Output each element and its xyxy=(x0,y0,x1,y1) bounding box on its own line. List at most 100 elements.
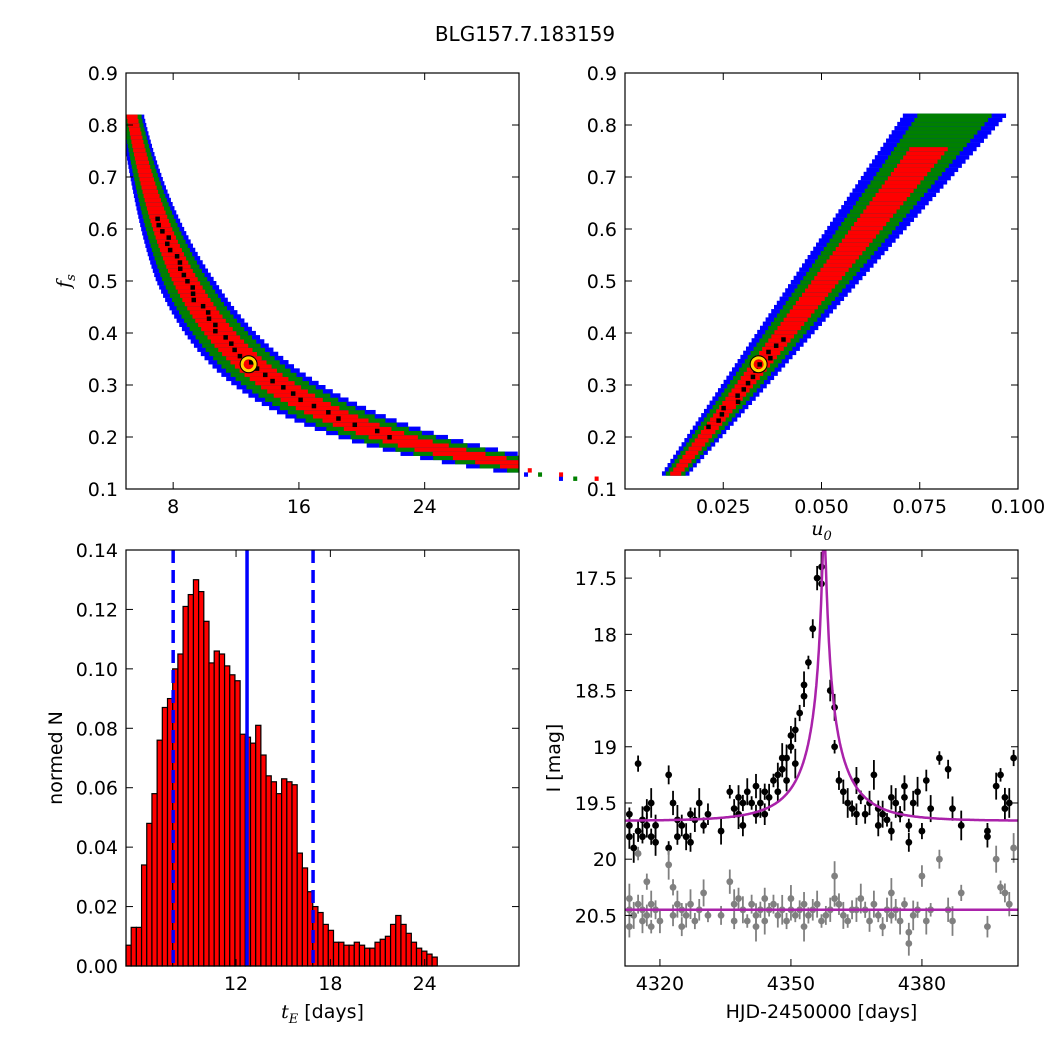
x-axis-label: u0 xyxy=(811,518,832,544)
data-point xyxy=(844,799,852,807)
data-point xyxy=(634,850,642,857)
histogram-bar xyxy=(135,926,143,967)
posterior-cell xyxy=(878,188,914,193)
posterior-cell xyxy=(230,360,267,365)
x-tick-label: 24 xyxy=(413,973,437,995)
x-tick-label: 8 xyxy=(167,496,179,518)
best-sample xyxy=(174,254,180,259)
best-sample xyxy=(719,412,725,417)
posterior-cell xyxy=(820,267,849,272)
data-point xyxy=(909,799,917,807)
fs-vs-u0-panel: 0.025 0.050 0.075 0.100 0.1 0.2 0.3 0.4 0.5 0.6 0.… xyxy=(587,63,1045,544)
data-point xyxy=(870,771,878,779)
posterior-cell xyxy=(691,442,706,447)
posterior-cell xyxy=(835,246,866,252)
posterior-cell xyxy=(911,121,985,127)
y-tick-label: 0.7 xyxy=(587,167,617,189)
data-point xyxy=(887,793,895,801)
data-point xyxy=(1010,844,1018,852)
data-point xyxy=(992,855,1000,863)
posterior-cell xyxy=(740,375,760,381)
data-point xyxy=(984,833,991,841)
y-tick-label: 0.8 xyxy=(587,115,617,137)
histogram-bar xyxy=(177,653,184,967)
posterior-cell xyxy=(805,288,832,293)
data-point xyxy=(997,883,1004,891)
posterior-cell xyxy=(524,472,529,477)
posterior-cell xyxy=(679,458,692,464)
posterior-cell xyxy=(789,309,815,314)
posterior-cell xyxy=(189,310,220,315)
best-sample xyxy=(190,291,196,296)
posterior-cell xyxy=(295,405,340,411)
data-point xyxy=(870,900,878,908)
data-point xyxy=(857,895,865,902)
posterior-cell xyxy=(161,251,184,257)
posterior-cell xyxy=(287,401,331,407)
data-point xyxy=(800,923,808,931)
posterior-cell xyxy=(136,164,151,169)
posterior-cell xyxy=(869,200,904,206)
histogram-bar xyxy=(125,944,132,967)
posterior-cells xyxy=(661,113,1007,476)
data-point xyxy=(756,799,764,807)
data-point xyxy=(892,799,900,807)
best-sample xyxy=(229,341,234,346)
data-point xyxy=(783,777,790,784)
best-fit-marker xyxy=(240,356,257,373)
data-point xyxy=(647,923,655,931)
data-point xyxy=(682,833,690,841)
data-point xyxy=(879,923,887,931)
posterior-cell xyxy=(857,217,890,222)
posterior-cell xyxy=(893,167,931,173)
best-sample xyxy=(177,260,183,265)
data-point xyxy=(730,805,738,812)
posterior-cell xyxy=(808,284,835,289)
data-point xyxy=(739,799,747,807)
histogram-bar xyxy=(182,605,189,967)
best-sample xyxy=(223,335,228,340)
data-point xyxy=(887,889,895,897)
y-tick-label: 0.06 xyxy=(76,778,118,800)
posterior-cells xyxy=(126,114,599,481)
posterior-cell xyxy=(783,317,808,322)
data-point xyxy=(726,788,734,796)
y-tick-label: 0.5 xyxy=(587,271,617,293)
data-point xyxy=(813,574,821,582)
data-point xyxy=(765,793,773,801)
posterior-cell xyxy=(141,185,157,190)
histogram-bar xyxy=(270,781,278,967)
data-point xyxy=(1010,754,1018,762)
data-point xyxy=(652,822,659,829)
posterior-cell xyxy=(670,471,682,476)
posterior-cell xyxy=(909,146,948,152)
data-point xyxy=(647,799,655,807)
histogram-bar xyxy=(364,947,371,967)
data-point xyxy=(800,681,808,689)
best-sample xyxy=(326,410,331,415)
data-point xyxy=(949,805,956,812)
posterior-cell xyxy=(890,171,928,177)
posterior-cell xyxy=(144,197,161,203)
histogram-bar xyxy=(151,793,158,967)
posterior-cell xyxy=(382,439,433,444)
posterior-cell xyxy=(774,329,798,335)
y-tick-label: 0.5 xyxy=(88,271,118,293)
posterior-cell xyxy=(134,152,147,157)
data-point xyxy=(743,788,751,796)
posterior-cell xyxy=(780,321,805,326)
posterior-cell xyxy=(798,296,825,301)
histogram-bar xyxy=(343,944,350,967)
data-point xyxy=(625,833,633,841)
histogram-bar xyxy=(265,775,272,967)
data-point xyxy=(853,810,860,818)
posterior-cell xyxy=(795,300,822,306)
posterior-cell xyxy=(322,418,369,423)
posterior-cell xyxy=(694,438,709,443)
data-point xyxy=(665,861,673,869)
best-sample xyxy=(205,310,211,315)
data-point xyxy=(748,799,756,807)
best-sample xyxy=(248,360,254,365)
posterior-cell xyxy=(838,242,870,247)
posterior-cell xyxy=(716,408,733,414)
